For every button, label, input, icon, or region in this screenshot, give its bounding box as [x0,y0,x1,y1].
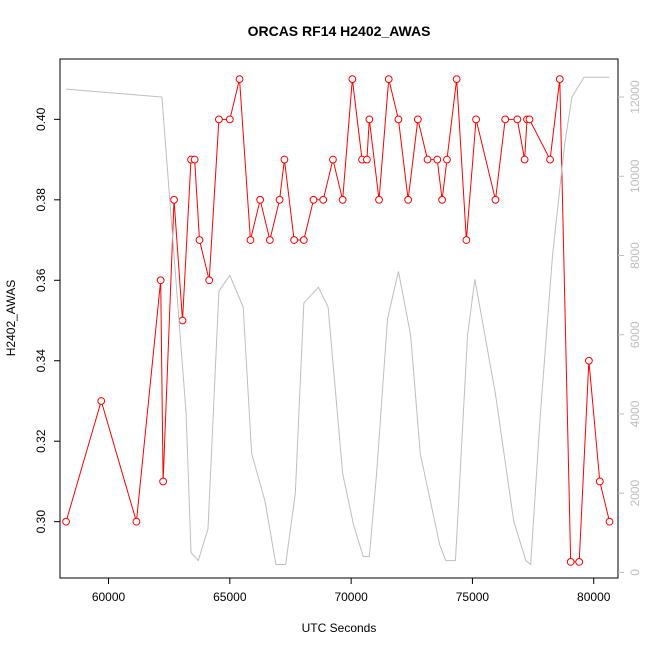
series-layer [62,75,614,566]
data-point-marker [265,236,274,244]
data-point-marker [290,236,299,244]
data-point-marker [438,195,447,204]
data-point-marker [423,155,432,164]
data-point-marker [309,195,318,204]
data-point-marker [329,155,337,164]
data-point-marker [575,558,584,566]
y-tick-label: 0.38 [34,188,48,212]
y-tick-label: 0.40 [34,107,48,131]
data-point-marker [275,195,284,204]
data-point-marker [501,115,510,124]
y-axis-label: H2402_AWAS [4,280,18,356]
data-point-marker [132,517,141,526]
data-point-marker [319,195,328,204]
data-point-marker [170,195,178,204]
data-point-marker [215,115,223,124]
data-point-marker [375,195,383,204]
data-point-marker [190,155,199,164]
y2-tick-label: 6000 [628,321,642,348]
data-point-marker [225,115,234,124]
x-tick-label: 80000 [577,590,611,604]
data-point-marker [348,75,357,84]
y2-tick-label: 0 [628,569,642,576]
data-point-marker [256,195,265,204]
left-series [62,75,614,566]
data-point-marker [338,195,347,204]
data-point-marker [178,316,187,325]
data-point-marker [605,517,614,526]
y2-tick-label: 12000 [628,80,642,114]
data-point-marker [394,115,403,124]
data-point-marker [462,236,471,244]
data-point-marker [472,115,480,124]
data-point-marker [97,397,106,405]
data-point-marker [413,115,422,124]
data-point-marker [384,75,393,84]
data-point-marker [491,195,500,204]
data-point-marker [195,236,204,244]
x-tick-label: 70000 [334,590,368,604]
x-tick-label: 65000 [213,590,247,604]
y-tick-label: 0.32 [34,429,48,453]
data-point-marker [433,155,442,164]
data-point-marker [299,236,308,244]
data-point-marker [246,236,255,244]
data-point-marker [546,155,554,164]
data-point-marker [363,155,371,164]
chart-title: ORCAS RF14 H2402_AWAS [248,23,431,39]
x-tick-label: 75000 [456,590,490,604]
y2-tick-label: 2000 [628,480,642,507]
data-point-marker [520,155,529,164]
data-point-marker [156,276,165,285]
data-point-marker [452,75,461,84]
data-point-marker [159,477,168,486]
data-point-marker [404,195,413,204]
data-point-marker [235,75,244,84]
data-point-marker [513,115,522,124]
y2-tick-label: 4000 [628,400,642,427]
data-point-marker [566,558,575,566]
data-point-marker [443,155,451,164]
data-point-marker [584,356,593,365]
x-axis-label: UTC Seconds [302,621,377,635]
y-tick-label: 0.30 [34,510,48,534]
y-tick-label: 0.34 [34,349,48,373]
data-point-marker [205,276,214,285]
plot-frame [59,58,619,579]
right-series [66,76,610,566]
x-tick-label: 60000 [92,590,126,604]
data-point-marker [280,155,289,164]
axes-layer: 60000 65000 70000 75000 800000.300.320.340.3… [34,58,642,604]
data-point-marker [525,115,534,124]
data-point-marker [62,517,70,526]
data-point-marker [365,115,374,124]
data-point-marker [595,477,604,486]
y2-tick-label: 10000 [628,159,642,193]
data-point-marker [555,75,564,84]
y-tick-label: 0.36 [34,268,48,292]
y2-tick-label: 8000 [628,242,642,269]
right-series-line [66,76,610,566]
